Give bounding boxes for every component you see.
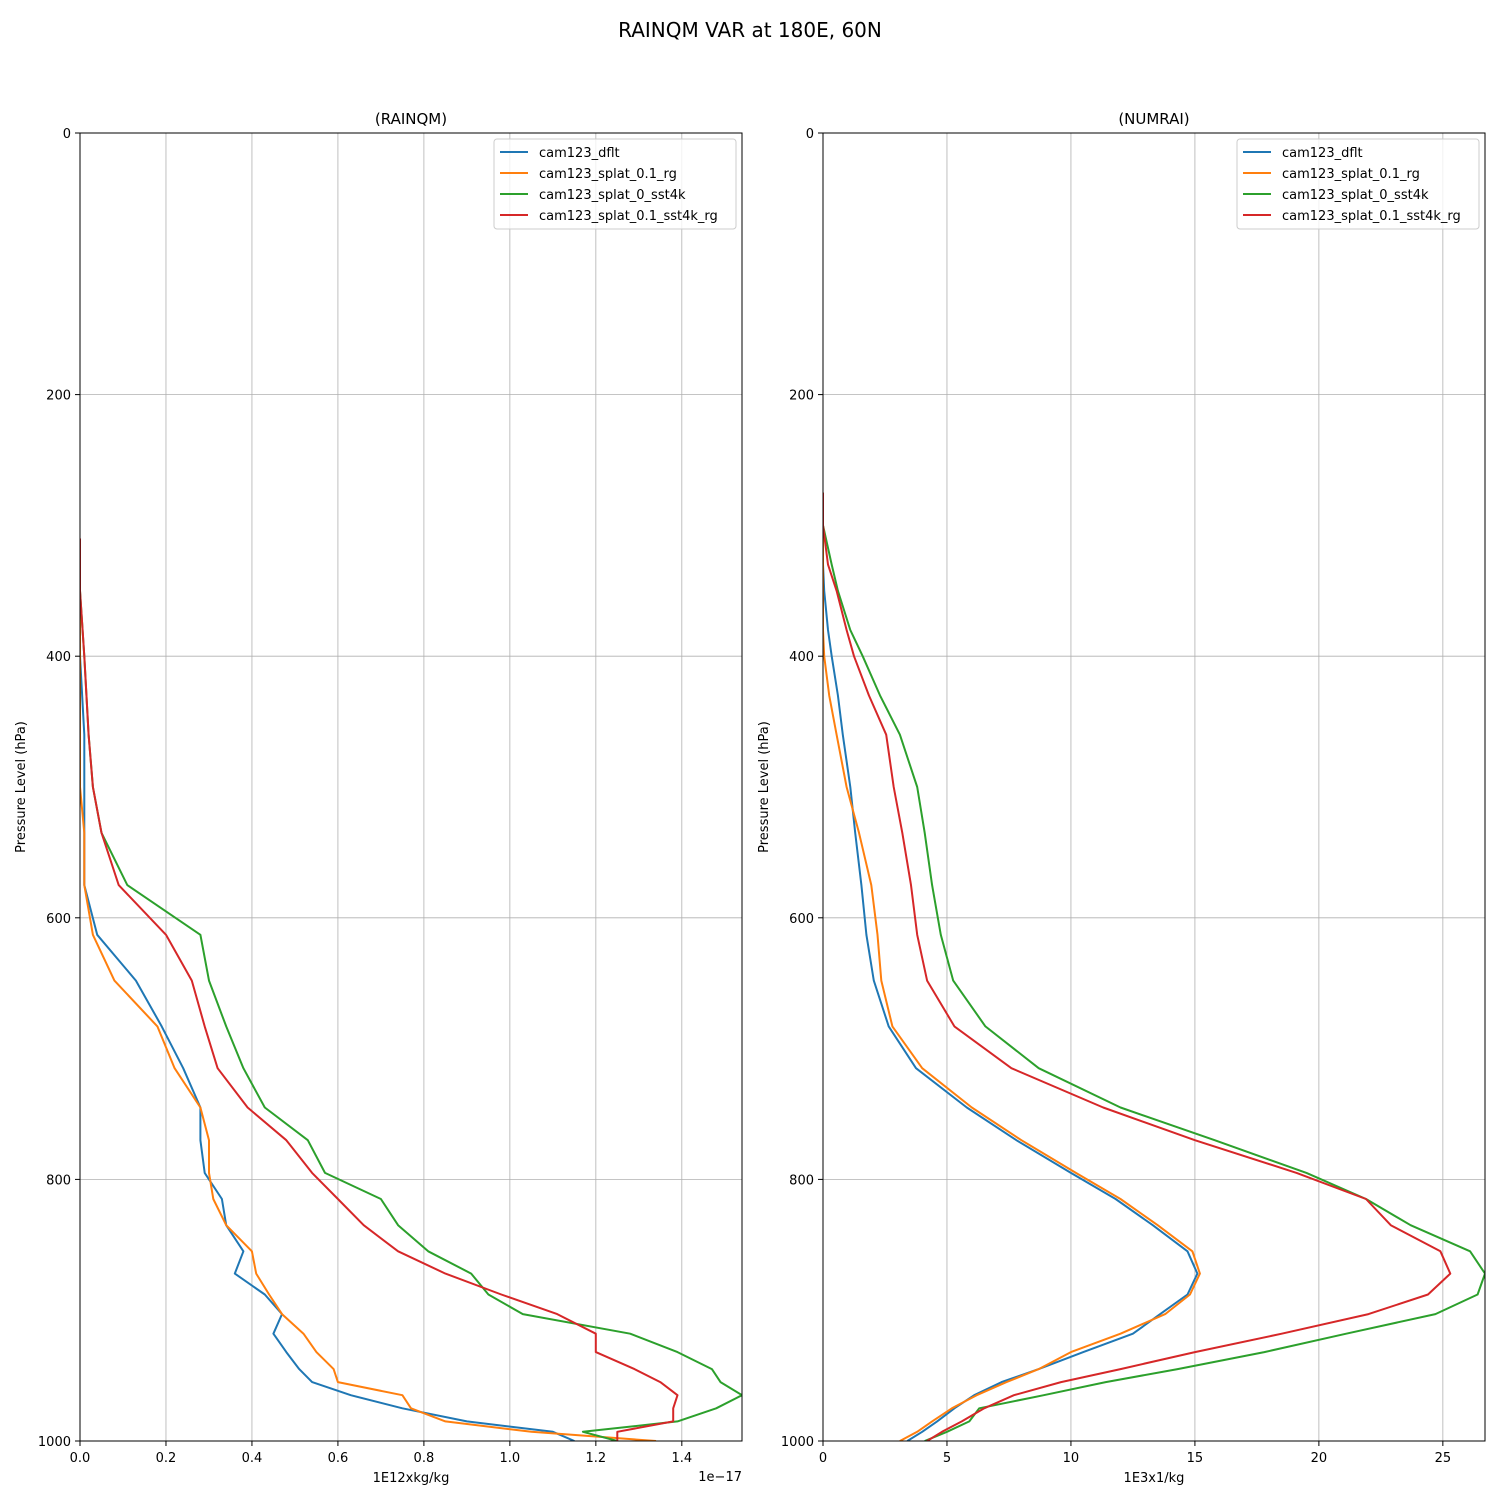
axes-title: (NUMRAI) bbox=[1118, 110, 1189, 128]
y-tick-label: 0 bbox=[806, 127, 814, 142]
x-tick-label: 1.2 bbox=[586, 1451, 607, 1466]
x-tick-label: 20 bbox=[1311, 1451, 1328, 1466]
x-tick-label: 10 bbox=[1063, 1451, 1080, 1466]
figure-title: RAINQM VAR at 180E, 60N bbox=[618, 18, 882, 42]
y-axis-label: Pressure Level (hPa) bbox=[14, 721, 29, 853]
legend-label: cam123_splat_0_sst4k bbox=[539, 188, 686, 203]
y-axis-label: Pressure Level (hPa) bbox=[757, 721, 772, 853]
axes-frame bbox=[822, 132, 1486, 1442]
y-tick-label: 600 bbox=[789, 912, 814, 927]
axes-title: (RAINQM) bbox=[375, 110, 447, 128]
x-tick-label: 15 bbox=[1187, 1451, 1204, 1466]
series-group bbox=[823, 492, 1485, 1441]
y-tick-label: 200 bbox=[46, 389, 71, 404]
y-tick-label: 200 bbox=[789, 389, 814, 404]
y-tick-label: 1000 bbox=[38, 1435, 71, 1450]
legend-label: cam123_splat_0.1_rg bbox=[539, 167, 677, 182]
legend-label: cam123_splat_0.1_sst4k_rg bbox=[539, 209, 718, 224]
x-tick-label: 0.4 bbox=[242, 1451, 263, 1466]
legend-label: cam123_dflt bbox=[1282, 146, 1363, 161]
series-line-cam123-splat-0-1-rg bbox=[823, 492, 1201, 1441]
x-tick-label: 0.0 bbox=[70, 1451, 91, 1466]
series-line-cam123-splat-0-1-sst4k-rg bbox=[823, 492, 1452, 1441]
y-tick-label: 600 bbox=[46, 912, 71, 927]
legend-label: cam123_splat_0_sst4k bbox=[1282, 188, 1429, 203]
y-tick-label: 800 bbox=[789, 1173, 814, 1188]
x-axis-label: 1E3x1/kg bbox=[1124, 1471, 1185, 1486]
series-line-cam123-splat-0-1-rg bbox=[80, 538, 657, 1441]
y-tick-label: 1000 bbox=[781, 1435, 814, 1450]
y-tick-label: 800 bbox=[46, 1173, 71, 1188]
legend: cam123_dflt cam123_splat_0.1_rg cam123_spl… bbox=[493, 138, 737, 230]
series-line-cam123-splat-0-1-sst4k-rg bbox=[80, 538, 679, 1441]
x-tick-label: 0.8 bbox=[414, 1451, 435, 1466]
x-tick-label: 0.2 bbox=[156, 1451, 177, 1466]
x-offset-label: 1e−17 bbox=[698, 1470, 742, 1485]
legend-box bbox=[1236, 138, 1480, 230]
legend: cam123_dflt cam123_splat_0.1_rg cam123_spl… bbox=[1236, 138, 1480, 230]
legend-box bbox=[493, 138, 737, 230]
axes-rainqm: 0.0 0.2 0.4 0.6 0.8 1.0 1.2 1.4 0 200 400 600 800 100… bbox=[14, 110, 743, 1486]
x-axis-label: 1E12xkg/kg bbox=[373, 1471, 450, 1486]
y-tick-label: 0 bbox=[63, 127, 71, 142]
legend-label: cam123_splat_0.1_rg bbox=[1282, 167, 1420, 182]
x-tick-label: 0.6 bbox=[328, 1451, 349, 1466]
series-line-cam123-dflt bbox=[823, 492, 1199, 1441]
axes-frame bbox=[79, 132, 743, 1442]
series-line-cam123-splat-0-sst4k bbox=[823, 492, 1485, 1441]
x-tick-label: 1.4 bbox=[671, 1451, 692, 1466]
axes-numrai: 0 5 10 15 20 25 0 200 400 600 800 1000 (NUMRAI) 1E3x1… bbox=[757, 110, 1486, 1486]
x-tick-label: 1.0 bbox=[500, 1451, 521, 1466]
x-tick-label: 5 bbox=[943, 1451, 951, 1466]
series-group bbox=[80, 538, 742, 1441]
x-tick-label: 25 bbox=[1435, 1451, 1452, 1466]
y-tick-label: 400 bbox=[46, 650, 71, 665]
legend-label: cam123_dflt bbox=[539, 146, 620, 161]
series-line-cam123-dflt bbox=[80, 538, 575, 1441]
legend-label: cam123_splat_0.1_sst4k_rg bbox=[1282, 209, 1461, 224]
x-tick-label: 0 bbox=[819, 1451, 827, 1466]
y-tick-label: 400 bbox=[789, 650, 814, 665]
